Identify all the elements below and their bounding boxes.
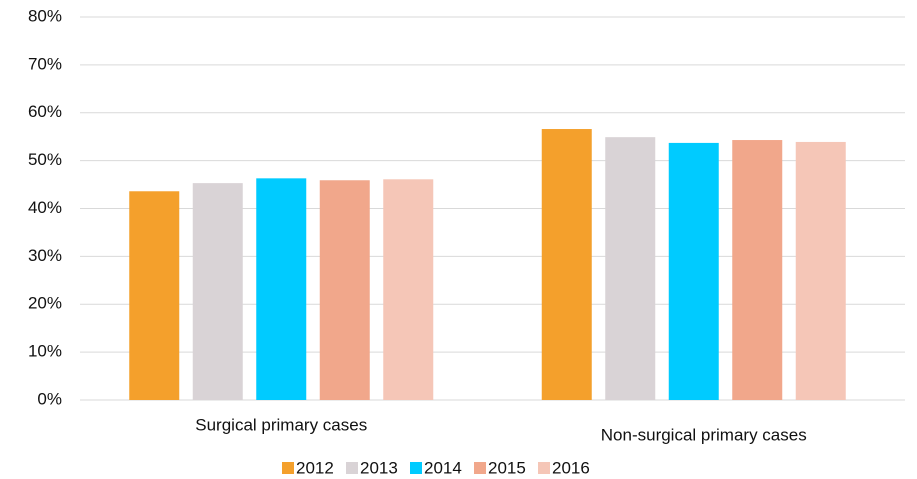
bar [319,180,370,400]
y-tick-label: 20% [28,294,62,313]
bar [256,178,307,400]
bar [795,141,846,401]
bar [129,191,180,400]
y-tick-label: 50% [28,150,62,169]
legend-swatch [538,462,550,474]
y-tick-label: 70% [28,54,62,73]
x-tick-label: Surgical primary cases [195,415,367,434]
bar [192,183,243,400]
bar [541,129,592,400]
y-tick-label: 0% [37,389,62,408]
y-tick-label: 80% [28,6,62,25]
legend-label: 2013 [360,458,398,477]
y-tick-label: 60% [28,102,62,121]
legend-swatch [410,462,422,474]
y-tick-label: 40% [28,198,62,217]
legend-swatch [474,462,486,474]
y-tick-label: 30% [28,246,62,265]
legend-label: 2016 [552,458,590,477]
legend-label: 2012 [296,458,334,477]
legend-label: 2015 [488,458,526,477]
bar [668,142,719,400]
legend-swatch [346,462,358,474]
bar [732,140,783,400]
legend-label: 2014 [424,458,462,477]
y-tick-label: 10% [28,342,62,361]
x-tick-label: Non-surgical primary cases [601,425,807,444]
bar [383,179,434,400]
bar [605,137,656,400]
legend-swatch [282,462,294,474]
